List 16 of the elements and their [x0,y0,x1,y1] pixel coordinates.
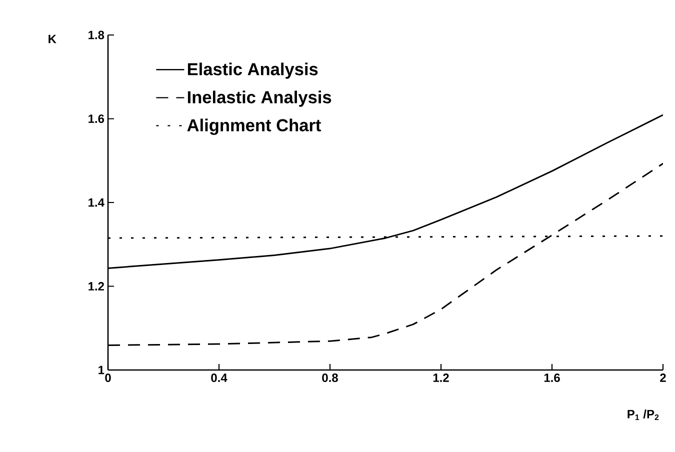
legend-label: Alignment Chart [187,118,321,135]
y-tick-label: 1.6 [88,114,104,123]
y-tick-label: 1.4 [88,198,104,207]
legend-label: Inelastic Analysis [188,90,332,107]
legend-label: Elastic Analysis [188,62,318,79]
y-tick-label: 1.8 [88,30,104,40]
y-tick-label: 1.2 [88,282,104,290]
x-tick-label: 1.6 [544,374,560,382]
x-tick-label: 1.2 [433,374,449,382]
x-tick-label: 0.8 [322,374,338,382]
x-tick-label: 0.4 [211,374,228,382]
x-tick-label: 2 [660,374,666,382]
y-tick-label: 1 [98,366,104,374]
x-tick-label: 0 [105,374,111,382]
x-axis-title: P$_{1}$ /P$_{2}$ [628,410,659,420]
y-axis-title: K [48,34,56,44]
